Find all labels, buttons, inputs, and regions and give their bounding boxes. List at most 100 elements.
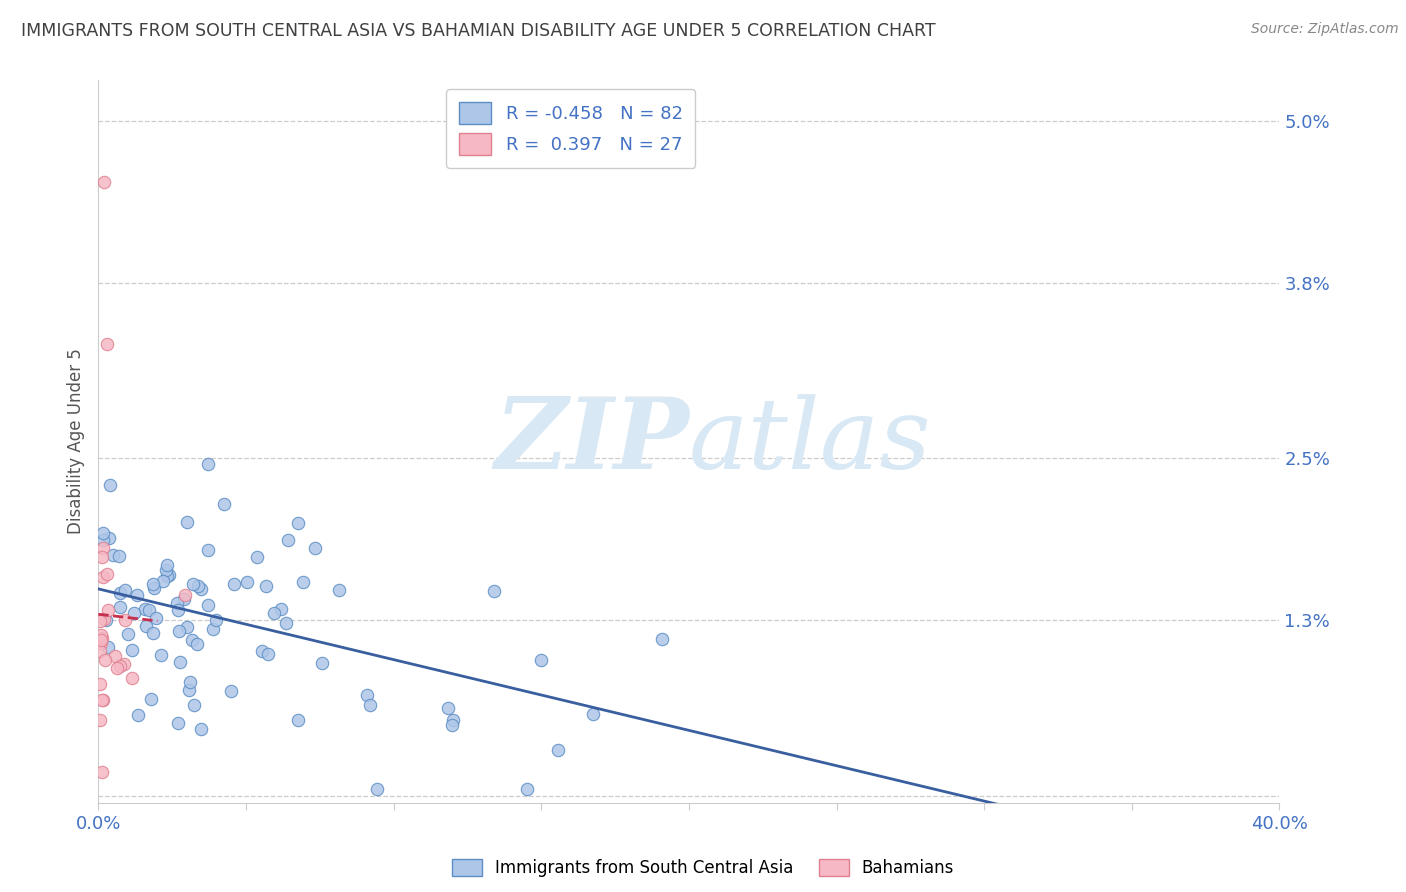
Point: [197, 598, 219, 612]
Point: [157, 568, 180, 582]
Point: [181, 577, 204, 591]
Point: [166, 716, 188, 731]
Point: [93, 175, 115, 189]
Point: [270, 602, 292, 616]
Text: ZIP: ZIP: [494, 393, 689, 490]
Point: [91, 693, 114, 707]
Point: [482, 584, 505, 599]
Point: [180, 632, 202, 647]
Point: [91, 570, 114, 584]
Point: [96, 566, 118, 581]
Point: [98, 478, 121, 492]
Point: [90, 628, 112, 642]
Point: [90, 632, 112, 647]
Point: [287, 713, 309, 727]
Point: [89, 677, 111, 691]
Point: [91, 549, 114, 564]
Point: [125, 588, 148, 602]
Point: [142, 577, 165, 591]
Point: [90, 631, 112, 645]
Point: [135, 619, 157, 633]
Text: atlas: atlas: [689, 394, 932, 489]
Point: [179, 682, 201, 697]
Point: [437, 700, 460, 714]
Point: [166, 596, 188, 610]
Text: Source: ZipAtlas.com: Source: ZipAtlas.com: [1251, 22, 1399, 37]
Point: [91, 693, 114, 707]
Point: [108, 600, 131, 615]
Point: [114, 582, 136, 597]
Point: [108, 585, 131, 599]
Point: [356, 688, 378, 702]
Point: [110, 659, 132, 673]
Point: [204, 614, 226, 628]
Point: [91, 764, 114, 779]
Point: [245, 549, 267, 564]
Point: [277, 533, 299, 548]
Point: [359, 698, 381, 712]
Point: [292, 575, 315, 590]
Point: [530, 653, 553, 667]
Point: [152, 574, 174, 588]
Point: [263, 606, 285, 620]
Point: [149, 648, 172, 662]
Point: [187, 579, 209, 593]
Point: [287, 516, 309, 530]
Point: [156, 569, 179, 583]
Point: [89, 644, 111, 658]
Point: [101, 548, 124, 562]
Y-axis label: Disability Age Under 5: Disability Age Under 5: [66, 349, 84, 534]
Point: [127, 708, 149, 723]
Point: [547, 743, 569, 757]
Point: [190, 582, 212, 597]
Point: [274, 615, 297, 630]
Point: [169, 655, 191, 669]
Point: [96, 336, 118, 351]
Point: [89, 713, 111, 727]
Point: [156, 558, 179, 572]
Point: [366, 781, 388, 796]
Point: [117, 627, 139, 641]
Point: [97, 603, 120, 617]
Point: [186, 637, 208, 651]
Point: [98, 531, 121, 545]
Point: [173, 592, 195, 607]
Point: [176, 620, 198, 634]
Point: [96, 613, 118, 627]
Point: [121, 642, 143, 657]
Point: [141, 692, 163, 706]
Point: [97, 640, 120, 654]
Legend: Immigrants from South Central Asia, Bahamians: Immigrants from South Central Asia, Baha…: [446, 852, 960, 884]
Point: [155, 562, 177, 576]
Point: [138, 603, 160, 617]
Point: [201, 622, 224, 636]
Point: [93, 653, 115, 667]
Point: [441, 713, 464, 727]
Point: [91, 525, 114, 540]
Point: [176, 515, 198, 529]
Point: [236, 574, 259, 589]
Point: [108, 549, 131, 563]
Point: [441, 718, 464, 732]
Point: [250, 643, 273, 657]
Point: [197, 457, 219, 471]
Point: [257, 647, 280, 661]
Point: [91, 541, 114, 556]
Point: [107, 661, 129, 675]
Point: [651, 632, 673, 646]
Point: [104, 648, 127, 663]
Point: [91, 533, 114, 548]
Point: [222, 577, 245, 591]
Point: [134, 601, 156, 615]
Point: [114, 613, 136, 627]
Point: [304, 541, 326, 556]
Point: [145, 610, 167, 624]
Point: [112, 657, 135, 671]
Point: [516, 782, 538, 797]
Point: [89, 614, 111, 628]
Point: [219, 683, 242, 698]
Point: [143, 581, 166, 595]
Point: [174, 588, 197, 602]
Point: [121, 671, 143, 685]
Legend: R = -0.458   N = 82, R =  0.397   N = 27: R = -0.458 N = 82, R = 0.397 N = 27: [446, 89, 696, 168]
